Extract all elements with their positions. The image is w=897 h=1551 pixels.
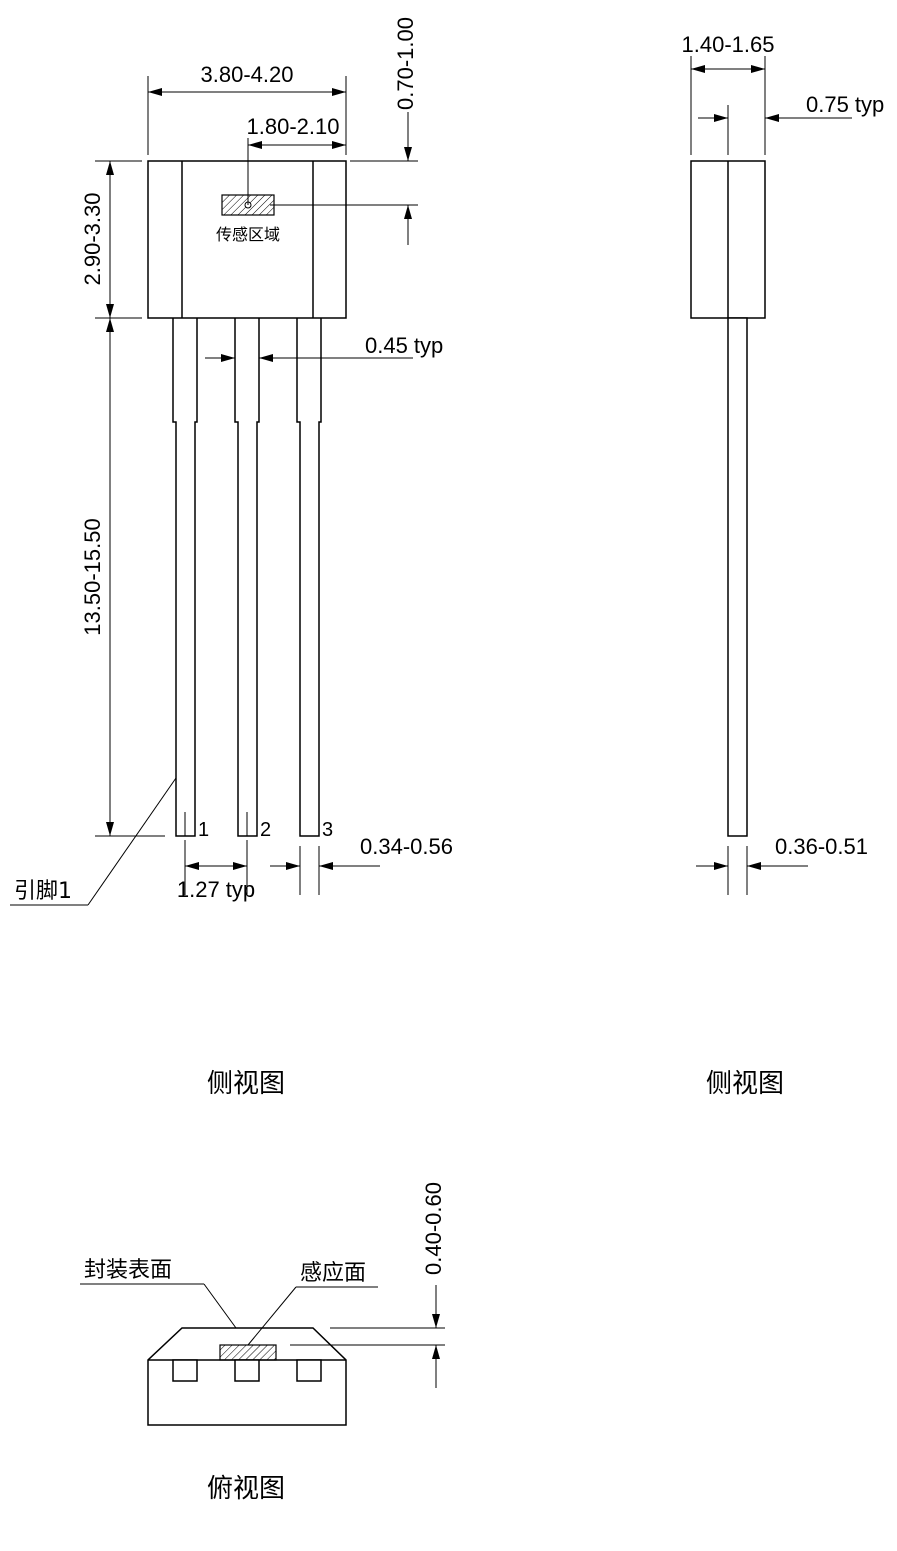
svg-text:1.80-2.10: 1.80-2.10 xyxy=(247,114,340,139)
svg-text:0.40-0.60: 0.40-0.60 xyxy=(421,1182,446,1275)
svg-text:感应面: 感应面 xyxy=(300,1261,366,1286)
dim-sensor-offset: 1.80-2.10 xyxy=(247,114,347,205)
front-view-caption: 侧视图 xyxy=(207,1069,285,1099)
svg-text:0.34-0.56: 0.34-0.56 xyxy=(360,834,453,859)
side-view-caption: 侧视图 xyxy=(706,1069,784,1099)
lead-2 xyxy=(234,318,260,837)
top-sensing-face xyxy=(219,1344,277,1361)
top-view-caption: 俯视图 xyxy=(207,1474,285,1504)
side-lead xyxy=(727,317,748,837)
dim-sensor-depth: 0.70-1.00 xyxy=(270,17,418,245)
svg-text:13.50-15.50: 13.50-15.50 xyxy=(80,518,105,635)
svg-text:封装表面: 封装表面 xyxy=(84,1258,172,1283)
svg-text:1.40-1.65: 1.40-1.65 xyxy=(682,32,775,57)
pin-number-3: 3 xyxy=(322,819,333,841)
dim-surface-depth: 0.40-0.60 xyxy=(290,1182,446,1388)
top-lead-1 xyxy=(172,1359,198,1382)
svg-text:1.27 typ: 1.27 typ xyxy=(177,877,255,902)
top-lead-3 xyxy=(296,1359,322,1382)
dim-lead-pitch: 1.27 typ xyxy=(177,840,255,902)
top-lead-2 xyxy=(234,1359,260,1382)
svg-text:2.90-3.30: 2.90-3.30 xyxy=(80,193,105,286)
sensing-face-callout: 感应面 xyxy=(247,1261,378,1346)
dim-lead-length: 13.50-15.50 xyxy=(80,318,165,837)
side-view: 1.40-1.65 0.75 typ 0.36-0.51 侧视图 xyxy=(682,32,885,1099)
lead-1 xyxy=(172,318,198,837)
dim-body-height: 2.90-3.30 xyxy=(80,160,142,319)
dim-lead-thickness: 0.36-0.51 xyxy=(696,834,868,895)
svg-text:0.75 typ: 0.75 typ xyxy=(806,92,884,117)
package-surface-callout: 封装表面 xyxy=(80,1258,237,1329)
svg-text:引脚1: 引脚1 xyxy=(14,879,72,904)
lead-3 xyxy=(296,318,322,837)
pin-number-1: 1 xyxy=(198,819,209,841)
svg-text:3.80-4.20: 3.80-4.20 xyxy=(201,62,294,87)
top-view: 封装表面 感应面 0.40-0.60 俯视图 xyxy=(80,1182,446,1504)
svg-text:0.70-1.00: 0.70-1.00 xyxy=(393,17,418,110)
pin1-callout: 引脚1 xyxy=(10,777,177,906)
svg-text:0.36-0.51: 0.36-0.51 xyxy=(775,834,868,859)
svg-text:0.45 typ: 0.45 typ xyxy=(365,333,443,358)
dim-body-width: 3.80-4.20 xyxy=(147,62,347,155)
dim-lead-upper-width: 0.45 typ xyxy=(205,333,443,362)
dim-sensor-plane: 0.75 typ xyxy=(690,92,884,155)
pin-number-2: 2 xyxy=(260,819,271,841)
front-view: 传感区域 1 2 3 3.80-4.20 1.80-2.10 xyxy=(10,17,453,1099)
sensor-area-label: 传感区域 xyxy=(216,225,280,244)
dim-lead-lower-width: 0.34-0.56 xyxy=(270,834,453,895)
